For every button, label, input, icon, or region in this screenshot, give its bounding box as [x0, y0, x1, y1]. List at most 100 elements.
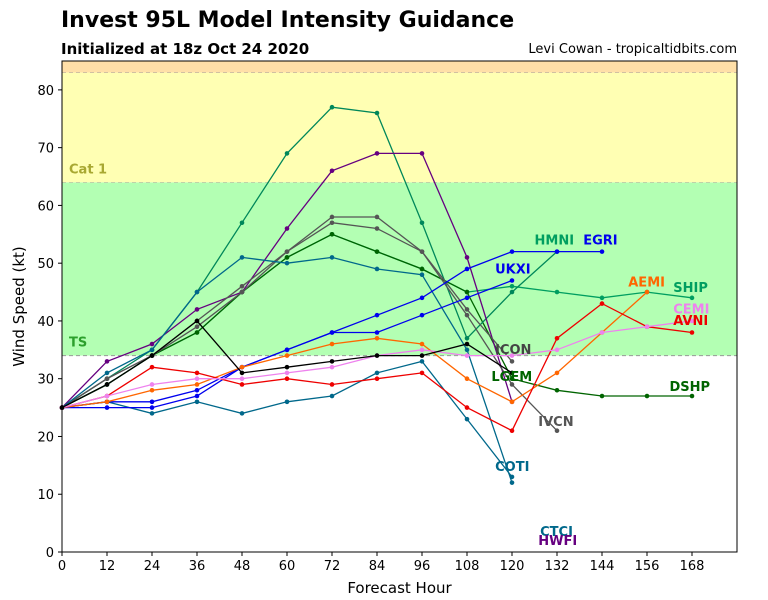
- data-point-aemi: [149, 387, 155, 393]
- y-tick-label: 40: [37, 315, 54, 330]
- data-point-avni: [194, 370, 200, 376]
- data-point-aemi: [284, 353, 290, 358]
- data-point-icon: [509, 370, 515, 376]
- data-point-avni: [284, 376, 290, 382]
- data-point-cemi: [599, 330, 605, 335]
- data-point-avni: [554, 335, 560, 341]
- y-axis-label: Wind Speed (kt): [10, 246, 28, 367]
- data-point-hwfi: [374, 151, 380, 156]
- data-point-lgem: [509, 359, 515, 364]
- x-tick-label: 168: [680, 559, 705, 574]
- zone-label-ts: TS: [69, 336, 87, 351]
- data-point-cemi: [149, 382, 155, 387]
- data-point-ctci: [464, 347, 470, 353]
- data-point-aemi: [464, 376, 470, 382]
- data-point-icon: [419, 353, 425, 358]
- data-point-cemi: [104, 393, 110, 399]
- data-point-hmni: [374, 110, 380, 116]
- chart-title: Invest 95L Model Intensity Guidance: [61, 8, 515, 33]
- data-point-hwfi: [464, 255, 470, 260]
- data-point-ivcn: [509, 382, 515, 387]
- series-label-dshp: DSHP: [670, 380, 711, 395]
- data-point-aemi: [239, 364, 245, 370]
- data-point-cemi: [644, 324, 650, 330]
- data-point-coti: [464, 416, 470, 422]
- data-point-egri: [419, 295, 425, 301]
- data-point-dshp: [599, 393, 605, 399]
- data-point-egri: [374, 312, 380, 318]
- data-point-ukxi: [509, 278, 515, 283]
- x-tick-label: 72: [324, 559, 341, 574]
- data-point-lgem: [329, 214, 335, 220]
- data-point-egri: [554, 249, 560, 254]
- data-point-dshp: [644, 393, 650, 399]
- data-point-egri: [104, 405, 110, 410]
- plot-frame: [61, 60, 738, 553]
- y-tick-label: 0: [46, 546, 54, 561]
- data-point-ctci: [194, 289, 200, 295]
- chart-credit: Levi Cowan - tropicaltidbits.com: [528, 42, 737, 57]
- y-tick-label: 30: [37, 373, 54, 388]
- series-label-avni: AVNI: [673, 314, 708, 329]
- data-point-ctci: [104, 370, 110, 376]
- data-point-egri: [509, 249, 515, 254]
- data-point-ivcn: [239, 289, 245, 295]
- x-tick-label: 96: [414, 559, 431, 574]
- data-point-coti: [329, 393, 335, 399]
- data-point-egri: [464, 266, 470, 272]
- x-axis: 0 12 24 36 48 60 72 84 96 108 120 132 144 156 168: [58, 552, 705, 574]
- data-point-icon: [104, 382, 110, 387]
- data-point-ivcn: [419, 249, 425, 254]
- data-point-cemi: [239, 376, 245, 382]
- data-point-cemi: [329, 364, 335, 370]
- data-point-coti: [419, 359, 425, 364]
- data-point-lgem: [374, 214, 380, 220]
- data-point-ivcn: [374, 226, 380, 231]
- data-point-ship: [689, 295, 695, 301]
- data-point-dshp: [194, 330, 200, 335]
- data-point-aemi: [419, 341, 425, 347]
- data-point-hwfi: [284, 226, 290, 231]
- series-label-aemi: AEMI: [628, 275, 665, 290]
- series-label-ship: SHIP: [673, 281, 708, 296]
- data-point-hmni: [419, 220, 425, 226]
- data-point-aemi: [554, 370, 560, 376]
- data-point-cemi: [554, 347, 560, 353]
- data-point-avni: [419, 370, 425, 376]
- data-point-ship: [599, 295, 605, 301]
- data-point-egri: [149, 405, 155, 410]
- data-point-aemi: [509, 399, 515, 405]
- data-point-dshp: [689, 393, 695, 399]
- intensity-zones: TS Cat 1: [62, 61, 737, 357]
- x-tick-label: 108: [455, 559, 480, 574]
- data-point-aemi: [104, 399, 110, 405]
- chart-subtitle: Initialized at 18z Oct 24 2020: [61, 40, 310, 58]
- data-point-coti: [239, 411, 245, 416]
- data-point-aemi: [644, 289, 650, 295]
- data-point-hmni: [239, 220, 245, 226]
- x-tick-label: 60: [279, 559, 296, 574]
- zone-band-ts: [62, 182, 737, 356]
- data-point-ctci: [149, 347, 155, 353]
- data-point-ctci: [284, 260, 290, 266]
- data-point-ivcn: [554, 428, 560, 433]
- x-tick-label: 84: [369, 559, 386, 574]
- data-point-icon: [374, 353, 380, 358]
- data-point-avni: [149, 364, 155, 370]
- data-point-ukxi: [194, 387, 200, 393]
- series-line-aemi: [61, 291, 648, 409]
- data-point-avni: [599, 301, 605, 306]
- data-point-cemi: [689, 318, 695, 324]
- series-label-icon: ICON: [495, 343, 531, 358]
- data-point-ukxi: [374, 330, 380, 335]
- data-point-dshp: [509, 376, 515, 382]
- data-point-ukxi: [464, 295, 470, 301]
- zone-band-upper: [62, 61, 737, 73]
- data-point-ctci: [329, 255, 335, 260]
- data-point-icon: [239, 370, 245, 376]
- y-tick-label: 10: [37, 488, 54, 503]
- data-point-dshp: [464, 289, 470, 295]
- series-label-ivcn: IVCN: [538, 415, 573, 430]
